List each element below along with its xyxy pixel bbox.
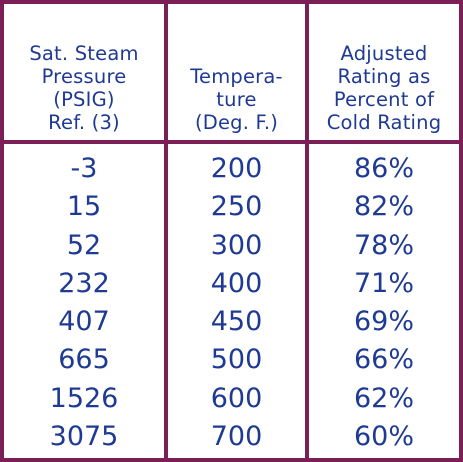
header-pressure: Sat. Steam Pressure (PSIG) Ref. (3) (29, 42, 139, 134)
temperature-cell: 400 (210, 267, 263, 299)
pressure-cell: 407 (58, 306, 110, 338)
rating-cell: 71% (353, 267, 414, 299)
temperature-cell: 250 (210, 191, 263, 223)
temperature-cell: 300 (210, 229, 263, 261)
header-pressure-cell: Sat. Steam Pressure (PSIG) Ref. (3) (4, 4, 164, 140)
rating-cell: 82% (353, 191, 414, 223)
rating-cell: 78% (353, 229, 414, 261)
header-rating: Adjusted Rating as Percent of Cold Ratin… (326, 42, 442, 134)
column-divider (305, 4, 309, 458)
pressure-cell: 52 (66, 229, 102, 261)
pressure-cell: 665 (58, 344, 110, 376)
rating-cell: 60% (353, 421, 414, 453)
rating-column: 86% 82% 78% 71% 69% 66% 62% 60% (309, 150, 459, 460)
temperature-cell: 700 (210, 421, 263, 453)
header-temperature: Tempera- ture (Deg. F.) (190, 65, 283, 134)
rating-cell: 62% (353, 382, 414, 414)
pressure-column: -3 15 52 232 407 665 1526 3075 (4, 150, 164, 460)
column-divider (164, 4, 168, 458)
rating-cell: 69% (353, 306, 414, 338)
pressure-cell: -3 (70, 153, 98, 184)
temperature-column: 200 250 300 400 450 500 600 700 (168, 150, 305, 460)
temperature-cell: 500 (210, 344, 263, 376)
pressure-cell: 15 (66, 191, 102, 223)
rating-cell: 86% (353, 153, 414, 184)
temperature-cell: 600 (210, 382, 263, 414)
pressure-cell: 3075 (49, 421, 119, 453)
temperature-cell: 450 (210, 306, 263, 338)
header-divider (4, 140, 459, 144)
header-rating-cell: Adjusted Rating as Percent of Cold Ratin… (309, 4, 459, 140)
temperature-cell: 200 (210, 153, 263, 184)
rating-cell: 66% (353, 344, 414, 376)
pressure-cell: 232 (58, 267, 110, 299)
pressure-cell: 1526 (49, 382, 119, 414)
header-temperature-cell: Tempera- ture (Deg. F.) (168, 4, 305, 140)
